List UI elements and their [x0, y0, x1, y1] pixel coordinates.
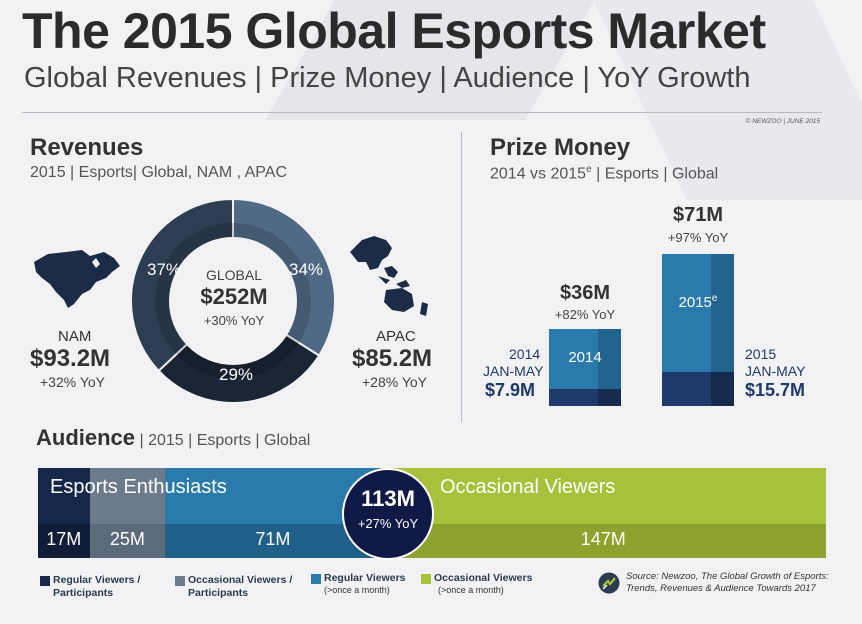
prize-subtitle: 2014 vs 2015e | Esports | Global: [490, 164, 718, 183]
donut-hole: [169, 237, 297, 365]
page-subtitle: Global Revenues | Prize Money | Audience…: [24, 62, 751, 94]
prize-bar-2015-shade: [711, 254, 734, 406]
source-line-1: Source: Newzoo, The Global Growth of Esp…: [626, 571, 829, 582]
donut-label-37: 37%: [147, 260, 182, 279]
prize-2015-value: $71M: [672, 204, 724, 226]
prize-bar-2015-year: 2015: [678, 294, 712, 311]
nam-value: $93.2M: [30, 345, 111, 372]
legend-sub-occasional-participants: Participants: [188, 587, 249, 599]
prize-2015-janmay-year: 2015: [745, 346, 777, 362]
audience-segment-1: [38, 468, 90, 524]
audience-value-3: 71M: [255, 529, 291, 549]
apac-value: $85.2M: [352, 345, 433, 372]
prize-bar-2014-shade: [598, 328, 621, 406]
prize-subtitle-years: 2014 vs 2015: [490, 165, 587, 183]
audience-segment-2: [89, 468, 166, 524]
prize-bar-2015-estimate-mark: e: [711, 293, 718, 304]
enthusiasts-label: Esports Enthusiasts: [50, 476, 227, 498]
prize-2014-yoy: +82% YoY: [554, 307, 616, 322]
section-divider: [461, 132, 462, 422]
legend-title-occasional-participants: Occasional Viewers /: [188, 574, 293, 586]
prize-2015-janmay-value: $15.7M: [745, 380, 806, 400]
prize-bar-2014-label: 2014: [568, 349, 602, 366]
audience-value-1: 17M: [46, 529, 82, 549]
prize-subtitle-scope: | Esports | Global: [591, 165, 719, 183]
audience-title: Audience: [36, 425, 136, 450]
legend-sub-regular-participants: Participants: [53, 587, 114, 599]
legend-sub-occasional-viewers: (>once a month): [438, 585, 504, 595]
prize-title: Prize Money: [490, 134, 631, 161]
prize-2014-value: $36M: [559, 282, 611, 304]
legend-sub-regular-viewers: (>once a month): [324, 585, 390, 595]
global-label: GLOBAL: [205, 267, 263, 283]
revenue-donut-chart: [130, 198, 336, 404]
copyright-notice: © NEWZOO | JUNE 2015: [745, 118, 820, 125]
audience-segment-base-2: [89, 524, 166, 558]
prize-bar-2014-janmay: [549, 389, 621, 406]
apac-yoy: +28% YoY: [362, 374, 428, 390]
source-line-2: Trends, Revenues & Audience Towards 2017: [626, 583, 816, 594]
legend-title-occasional-viewers: Occasional Viewers: [434, 572, 533, 584]
legend-title-regular-participants: Regular Viewers /: [53, 574, 141, 586]
donut-label-34: 34%: [289, 260, 324, 279]
legend-swatch-occasional-participants: [175, 576, 185, 586]
page-title: The 2015 Global Esports Market: [22, 3, 766, 59]
apac-label: APAC: [376, 328, 416, 345]
legend-swatch-occasional-viewers: [421, 574, 431, 584]
audience-segment-base-4: [380, 524, 826, 558]
prize-bar-2014-janmay-shade: [598, 389, 621, 406]
audience-total-circle: [342, 468, 434, 560]
revenues-subtitle: 2015 | Esports| Global, NAM , APAC: [30, 164, 288, 181]
nam-yoy: +32% YoY: [40, 374, 106, 390]
prize-2014-janmay-year: 2014: [509, 346, 541, 362]
audience-value-4: 147M: [580, 529, 626, 549]
audience-bar: 17M 25M 71M 147M: [38, 468, 826, 558]
audience-total-yoy: +27% YoY: [357, 516, 419, 531]
prize-2015-janmay-period: JAN-MAY: [745, 363, 806, 379]
prize-2014-janmay-value: $7.9M: [485, 380, 536, 400]
prize-bar-2015-label: 2015e: [662, 293, 734, 311]
prize-2014-janmay-period: JAN-MAY: [483, 363, 544, 379]
audience-value-2: 25M: [109, 529, 145, 549]
prize-bar-2015-janmay-shade: [711, 372, 734, 406]
source-note: Source: Newzoo, The Global Growth of Esp…: [626, 571, 829, 595]
audience-total-value: 113M: [361, 486, 415, 511]
prize-2015-yoy: +97% YoY: [667, 230, 729, 245]
global-value: $252M: [200, 284, 268, 309]
newzoo-logo-icon: [598, 572, 620, 594]
asia-pacific-map-icon: [350, 236, 428, 316]
header-divider: [22, 112, 822, 113]
audience-subtitle: | 2015 | Esports | Global: [139, 432, 311, 449]
nam-label: NAM: [58, 328, 92, 345]
legend-swatch-regular-participants: [40, 576, 50, 586]
audience-header: Audience | 2015 | Esports | Global: [36, 425, 310, 451]
prize-subtitle-estimate-mark: e: [586, 164, 592, 175]
occasional-label: Occasional Viewers: [440, 476, 616, 498]
revenues-title: Revenues: [30, 134, 144, 161]
north-america-map-icon: [34, 250, 120, 308]
legend-swatch-regular-viewers: [311, 574, 321, 584]
audience-segment-base-1: [38, 524, 90, 558]
donut-label-29: 29%: [219, 365, 254, 384]
prize-bar-2015-janmay: [662, 372, 734, 406]
audience-segment-4: [380, 468, 826, 524]
global-yoy: +30% YoY: [203, 313, 265, 328]
legend-title-regular-viewers: Regular Viewers: [324, 572, 406, 584]
